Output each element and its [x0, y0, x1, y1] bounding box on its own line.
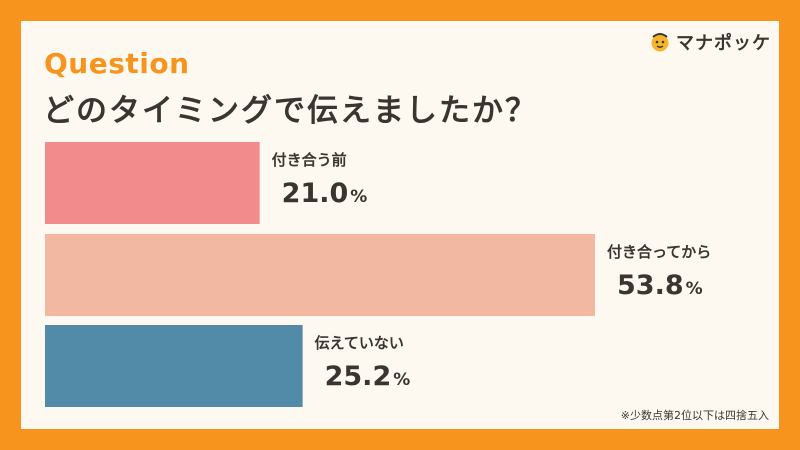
rounding-note: ※少数点第2位以下は四捨五入 [620, 409, 769, 422]
bar-1 [45, 142, 260, 224]
value-label-2: 53.8% [617, 270, 703, 301]
value-label-3: 25.2% [325, 361, 411, 392]
question-label: Question [44, 47, 190, 80]
category-label-2: 付き合ってから [607, 243, 711, 261]
bar-3 [45, 325, 303, 407]
bar-2 [45, 234, 595, 316]
value-label-1: 21.0% [282, 178, 368, 209]
brand-name: マナポッケ [676, 33, 771, 54]
chart-title: どのタイミングで伝えましたか？ [43, 93, 538, 129]
mascot-icon [651, 33, 669, 52]
category-label-3: 伝えていない [315, 334, 404, 352]
category-label-1: 付き合う前 [272, 151, 347, 169]
brand-logo: マナポッケ [648, 29, 771, 55]
